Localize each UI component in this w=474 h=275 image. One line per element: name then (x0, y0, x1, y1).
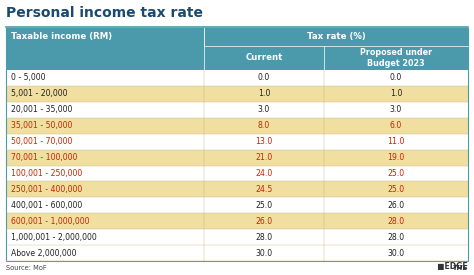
Bar (6, 182, 468, 197)
Text: 30.0: 30.0 (387, 249, 405, 258)
Text: 3.0: 3.0 (258, 105, 270, 114)
Text: 6.0: 6.0 (390, 121, 402, 130)
Text: Tax rate (%): Tax rate (%) (307, 32, 365, 42)
Text: 30.0: 30.0 (255, 249, 273, 258)
Text: 21.0: 21.0 (255, 153, 273, 162)
Bar (6, 150, 468, 166)
Text: 28.0: 28.0 (387, 217, 405, 226)
Text: 35,001 - 50,000: 35,001 - 50,000 (11, 121, 73, 130)
Text: 0.0: 0.0 (390, 73, 402, 82)
Text: 25.0: 25.0 (387, 169, 405, 178)
Text: 8.0: 8.0 (258, 121, 270, 130)
Text: 19.0: 19.0 (387, 153, 405, 162)
Text: 26.0: 26.0 (255, 217, 273, 226)
Text: 70,001 - 100,000: 70,001 - 100,000 (11, 153, 77, 162)
Bar (6, 28, 468, 261)
Text: 26.0: 26.0 (387, 201, 405, 210)
Bar (6, 28, 468, 46)
Text: 1,000,001 - 2,000,000: 1,000,001 - 2,000,000 (11, 233, 97, 242)
Bar (6, 134, 468, 150)
Text: 1.0: 1.0 (390, 89, 402, 98)
Text: Personal income tax rate: Personal income tax rate (6, 6, 203, 20)
Text: Current: Current (246, 54, 283, 62)
Bar (6, 245, 468, 261)
Text: ■EDGE: ■EDGE (432, 262, 468, 271)
Bar (6, 166, 468, 182)
Text: 25.0: 25.0 (255, 201, 273, 210)
Text: 3.0: 3.0 (390, 105, 402, 114)
Text: 28.0: 28.0 (255, 233, 273, 242)
Text: 5,001 - 20,000: 5,001 - 20,000 (11, 89, 67, 98)
Text: Source: MoF: Source: MoF (6, 265, 46, 271)
Bar (6, 197, 468, 213)
Text: 13.0: 13.0 (255, 137, 273, 146)
Bar (6, 118, 468, 134)
Text: 100,001 - 250,000: 100,001 - 250,000 (11, 169, 82, 178)
Text: Above 2,000,000: Above 2,000,000 (11, 249, 76, 258)
Text: 24.0: 24.0 (255, 169, 273, 178)
Bar (6, 86, 468, 102)
Bar (6, 213, 468, 229)
Text: 0 - 5,000: 0 - 5,000 (11, 73, 46, 82)
Text: 250,001 - 400,000: 250,001 - 400,000 (11, 185, 82, 194)
Text: 0.0: 0.0 (258, 73, 270, 82)
Text: 600,001 - 1,000,000: 600,001 - 1,000,000 (11, 217, 90, 226)
Text: 11.0: 11.0 (387, 137, 405, 146)
Text: 50,001 - 70,000: 50,001 - 70,000 (11, 137, 73, 146)
Bar (6, 46, 468, 70)
Bar (6, 229, 468, 245)
Bar (6, 102, 468, 118)
Text: 1.0: 1.0 (258, 89, 270, 98)
Text: 20,001 - 35,000: 20,001 - 35,000 (11, 105, 73, 114)
Text: THE: THE (453, 265, 468, 271)
Text: 25.0: 25.0 (387, 185, 405, 194)
Bar (6, 70, 468, 86)
Text: Proposed under
Budget 2023: Proposed under Budget 2023 (360, 48, 432, 68)
Text: 24.5: 24.5 (255, 185, 273, 194)
Text: 400,001 - 600,000: 400,001 - 600,000 (11, 201, 82, 210)
Text: Taxable income (RM): Taxable income (RM) (11, 32, 112, 42)
Text: 28.0: 28.0 (387, 233, 405, 242)
